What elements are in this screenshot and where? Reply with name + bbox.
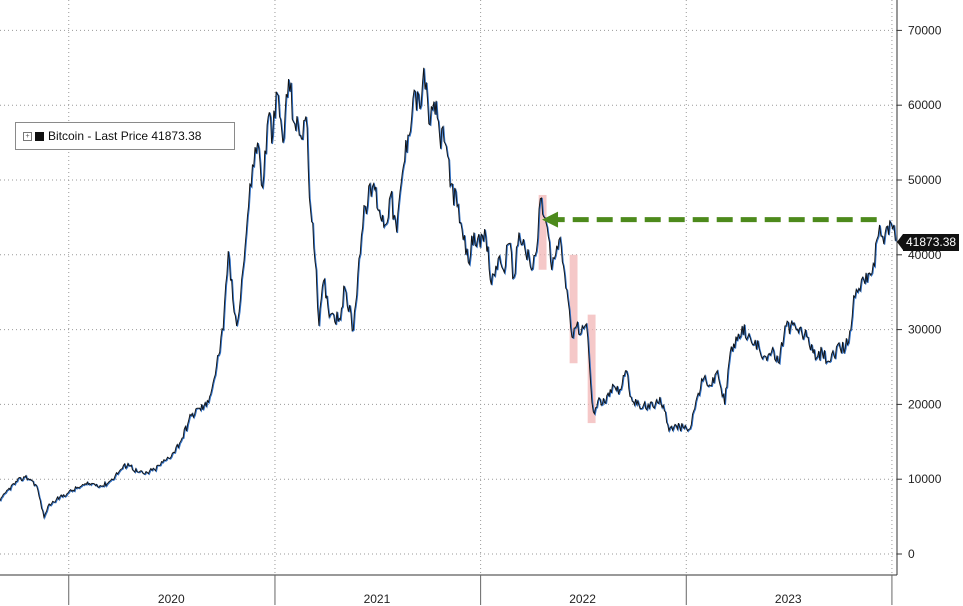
last-price-tag: 41873.38 (896, 234, 960, 251)
y-tick-label: 0 (908, 547, 915, 561)
highlight-boxes (538, 194, 596, 424)
expand-icon[interactable]: + (23, 131, 32, 141)
price-line (0, 67, 896, 519)
highlight-box (569, 254, 578, 364)
y-tick-label: 20000 (908, 397, 942, 411)
highlight-box (538, 194, 547, 270)
x-tick-label: 2021 (364, 592, 391, 606)
y-axis-ticks: 0 10000 20000 30000 40000 50000 60000 70000 (897, 23, 942, 561)
y-tick-label: 70000 (908, 23, 942, 37)
y-tick-label: 10000 (908, 472, 942, 486)
legend-swatch (35, 131, 44, 141)
x-tick-label: 2020 (158, 592, 185, 606)
annotation-arrow (542, 211, 877, 228)
y-tick-label: 50000 (908, 173, 942, 187)
y-tick-label: 30000 (908, 323, 942, 337)
x-tick-label: 2022 (569, 592, 596, 606)
last-price-value: 41873.38 (906, 235, 957, 249)
price-line-shadow (0, 68, 897, 521)
x-axis-ticks: 2020 2021 2022 2023 (68, 575, 893, 606)
legend[interactable]: + Bitcoin - Last Price 41873.38 (15, 122, 235, 150)
price-series (0, 67, 897, 521)
x-tick-label: 2023 (775, 592, 802, 606)
grid-lines (0, 0, 897, 575)
y-tick-label: 60000 (908, 98, 942, 112)
legend-label: Bitcoin - Last Price 41873.38 (48, 129, 202, 143)
highlight-box (587, 314, 596, 424)
y-tick-label: 40000 (908, 248, 942, 262)
arrow-head (542, 211, 559, 228)
